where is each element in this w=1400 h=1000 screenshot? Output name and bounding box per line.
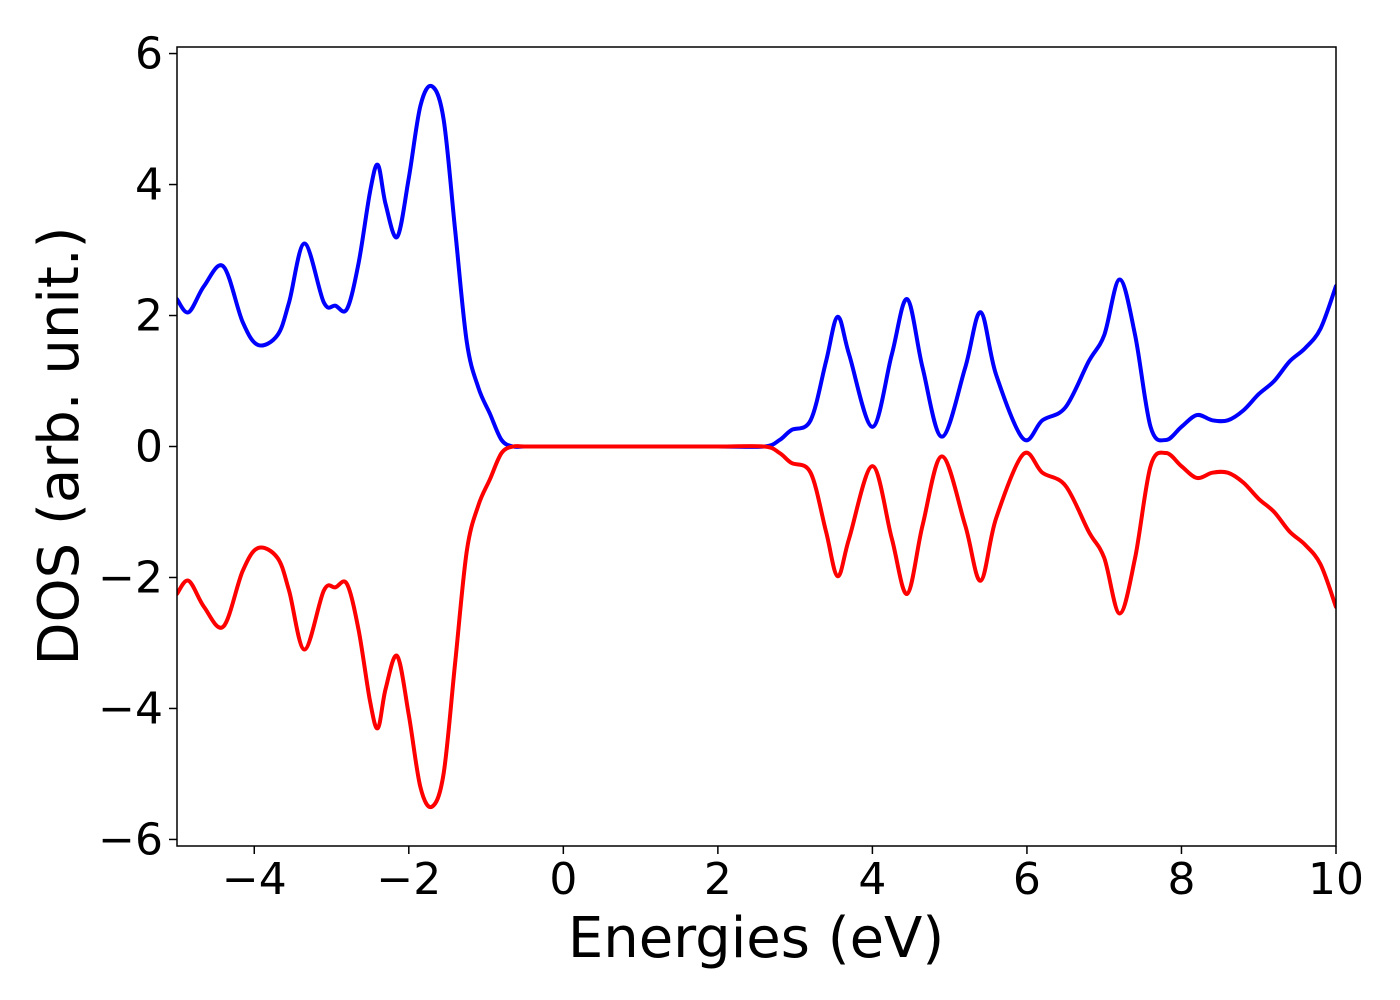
- y-tick-label: 0: [135, 422, 163, 473]
- x-tick-label: 8: [1167, 854, 1195, 905]
- y-tick-label: 4: [135, 160, 163, 211]
- y-tick-label: −6: [98, 814, 163, 865]
- series-line-1: [177, 83, 1336, 449]
- x-tick-label: 10: [1308, 854, 1364, 905]
- y-tick-label: −4: [98, 683, 163, 734]
- x-tick-label: 6: [1013, 854, 1041, 905]
- x-axis-ticks: −4 −2 0 2 4 6 8 10: [222, 846, 1364, 905]
- y-axis-label: DOS (arb. unit.): [27, 226, 92, 665]
- x-tick-label: 4: [858, 854, 886, 905]
- x-tick-label: 2: [704, 854, 732, 905]
- x-tick-label: −2: [376, 854, 441, 905]
- x-tick-label: −4: [222, 854, 287, 905]
- y-tick-label: 6: [135, 29, 163, 80]
- x-tick-label: 0: [549, 854, 577, 905]
- x-axis-label: Energies (eV): [568, 906, 944, 971]
- y-tick-label: −2: [98, 552, 163, 603]
- series-line-2: [177, 444, 1336, 810]
- y-axis-ticks: −6 −4 −2 0 2 4 6: [98, 29, 177, 865]
- plot-frame: [176, 46, 1337, 847]
- y-tick-label: 2: [135, 291, 163, 342]
- series-layer: [177, 83, 1336, 810]
